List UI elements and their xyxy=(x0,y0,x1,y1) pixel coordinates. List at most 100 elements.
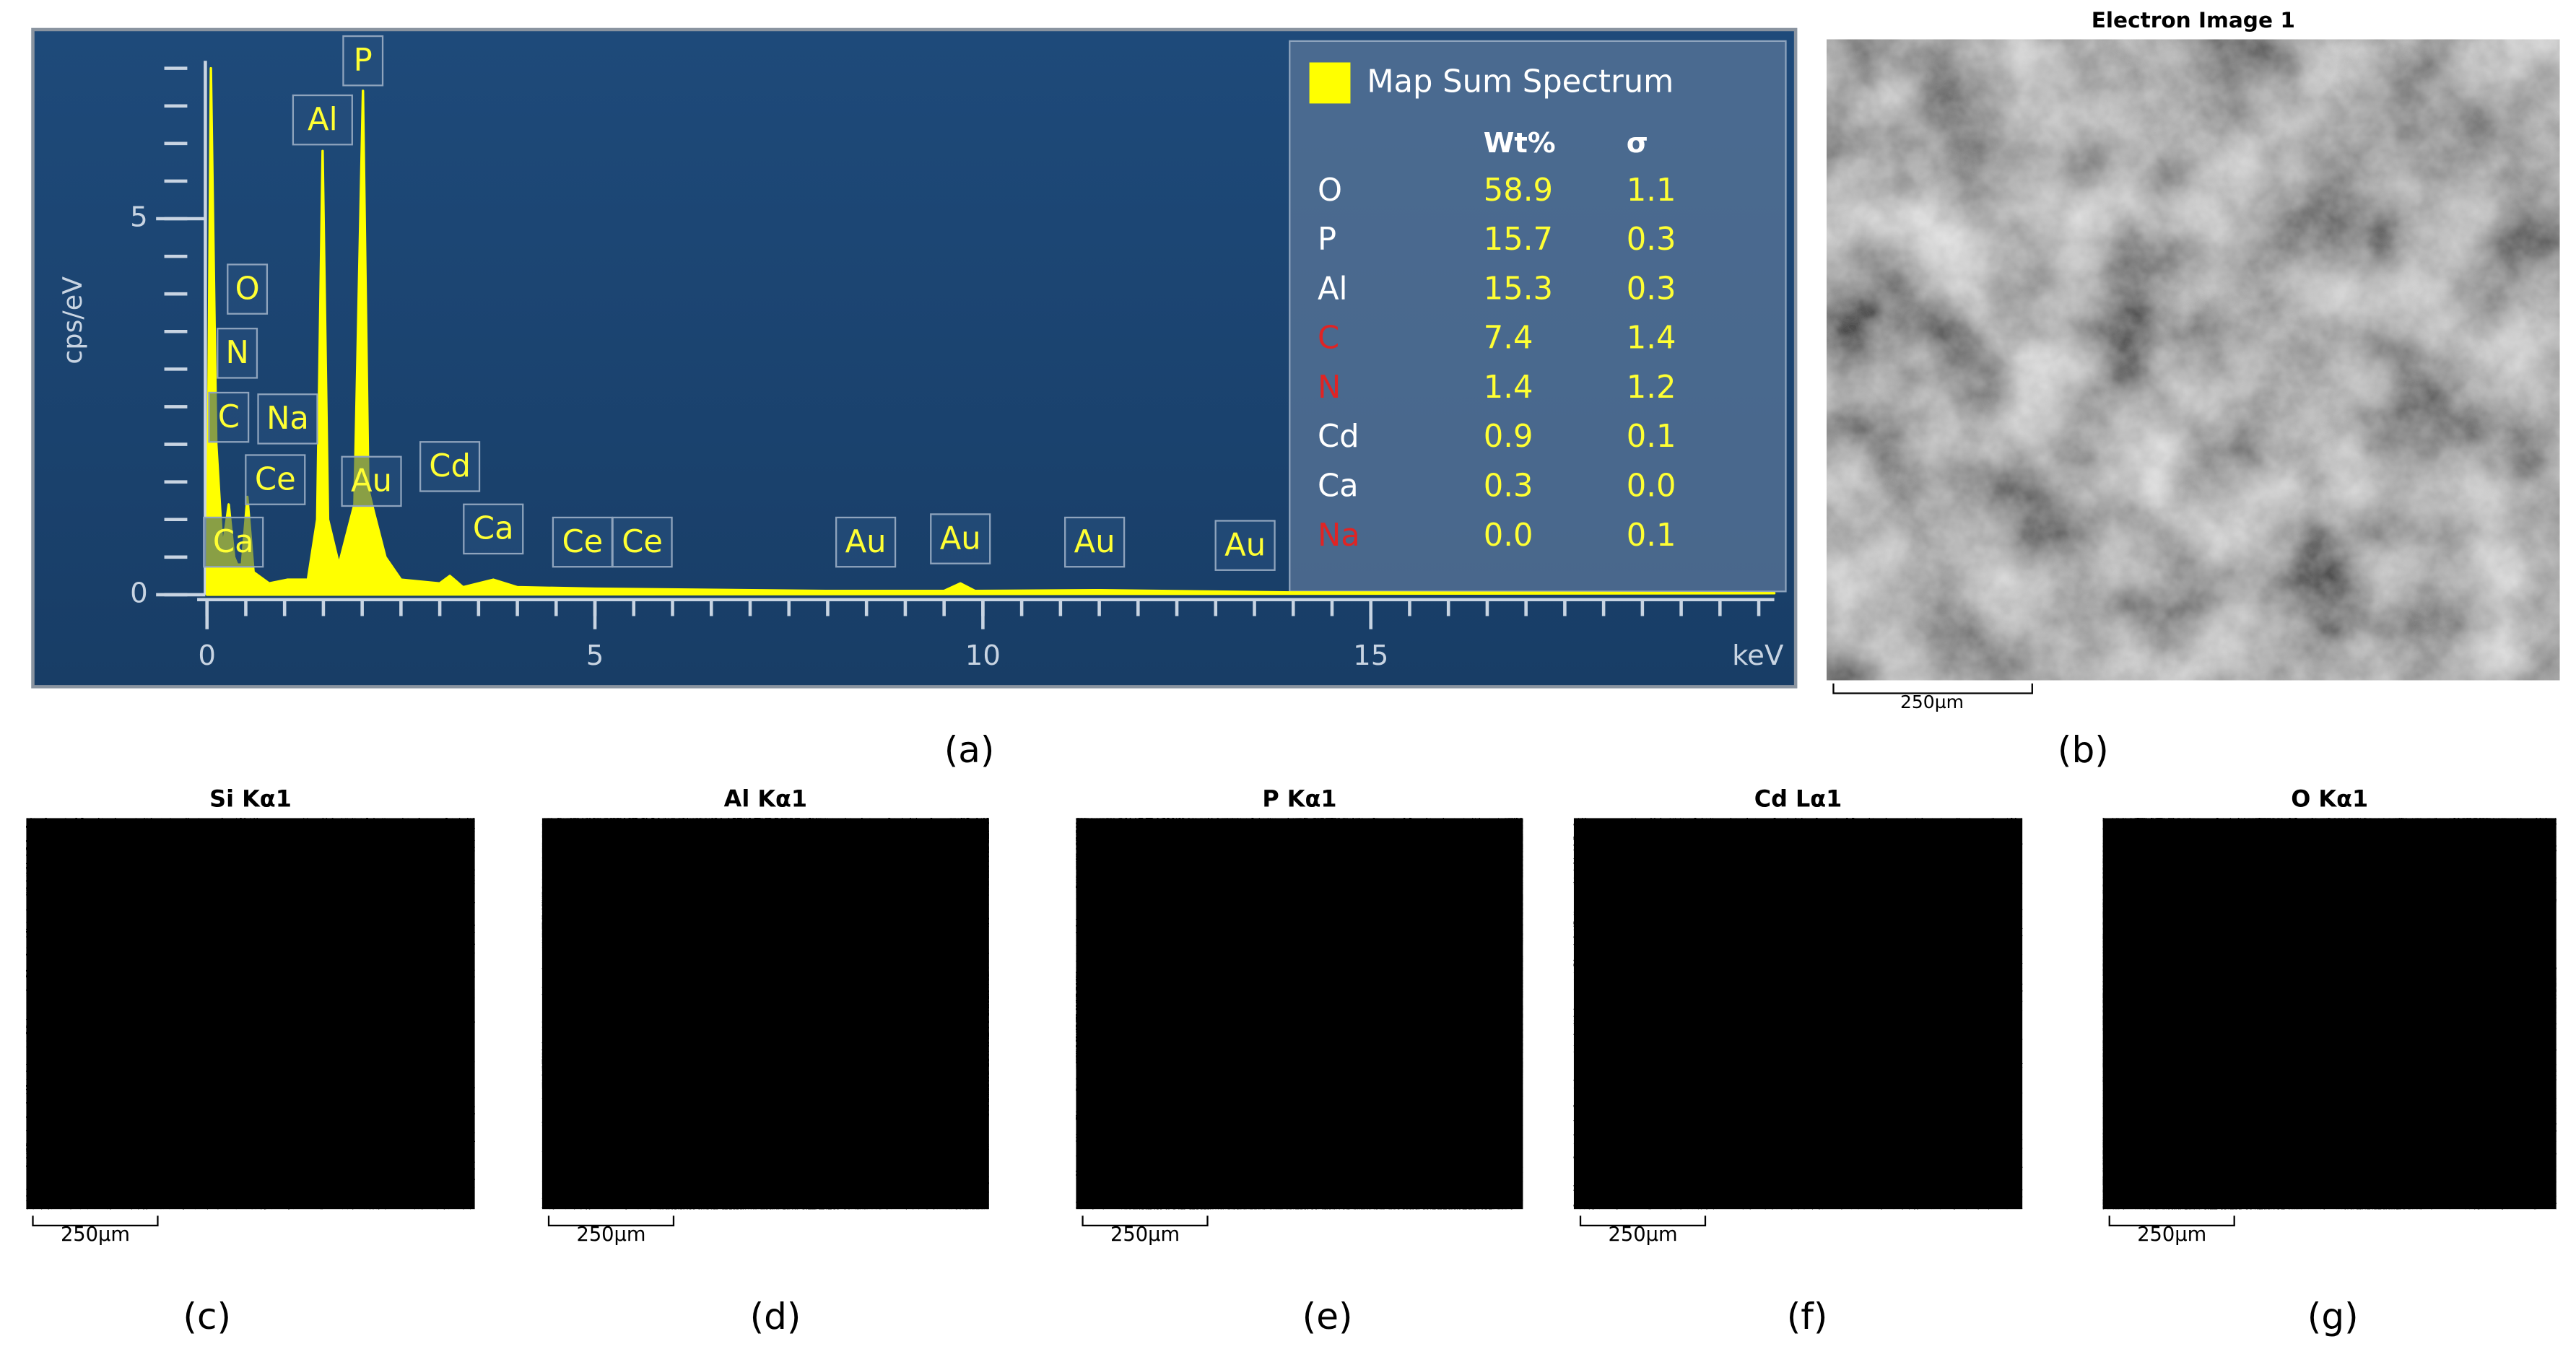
y-axis-label: cps/eV xyxy=(57,276,88,365)
peak-label-box xyxy=(552,516,613,568)
peak-label-box xyxy=(203,516,264,568)
panel-label: (g) xyxy=(2307,1296,2359,1338)
table-element: N xyxy=(1318,370,1341,406)
x-tick-label: 0 xyxy=(198,640,216,672)
peak-label-box xyxy=(208,391,250,443)
table-element: Al xyxy=(1318,271,1348,307)
legend-swatch xyxy=(1309,62,1351,104)
peak-label: O xyxy=(235,271,260,307)
table-sigma: 0.0 xyxy=(1627,468,1676,504)
panel-label: (a) xyxy=(944,729,995,771)
table-element: Na xyxy=(1318,518,1360,554)
peak-label: Ce xyxy=(622,524,663,560)
map-dense-dots xyxy=(541,818,989,1210)
scale-bar-label: 250µm xyxy=(1900,691,1964,712)
table-wt: 58.9 xyxy=(1484,173,1553,209)
scale-bar-label: 250µm xyxy=(576,1223,645,1246)
y-tick-label: 0 xyxy=(130,577,148,609)
peak-label: Au xyxy=(940,520,981,557)
peak-label-box xyxy=(217,328,258,379)
x-axis-label: keV xyxy=(1732,640,1784,672)
scale-bar-label: 250µm xyxy=(1110,1223,1180,1246)
x-tick-label: 10 xyxy=(965,640,1001,672)
map-title: P Kα1 xyxy=(1262,785,1336,812)
scale-bar xyxy=(547,1216,675,1227)
x-tick-label: 5 xyxy=(586,640,604,672)
peak-label: Cd xyxy=(429,448,471,484)
legend-label: Map Sum Spectrum xyxy=(1367,64,1674,100)
peak-label-box xyxy=(245,454,306,505)
peak-label-box xyxy=(1064,516,1126,568)
peak-label: Au xyxy=(1074,524,1115,560)
panel-label: (d) xyxy=(750,1296,801,1338)
panel-label: (e) xyxy=(1302,1296,1353,1338)
panel-label: (c) xyxy=(183,1296,231,1338)
peak-label: Al xyxy=(308,102,338,138)
table-wt: 1.4 xyxy=(1484,370,1533,406)
table-element: C xyxy=(1318,320,1339,357)
table-sigma: 0.1 xyxy=(1627,419,1676,455)
peak-label-box xyxy=(341,455,402,507)
peak-label: Ca xyxy=(213,524,254,560)
table-element: Ca xyxy=(1318,468,1359,504)
peak-label-box xyxy=(227,263,269,315)
peak-label: Ce xyxy=(255,461,296,497)
peak-label-box xyxy=(1214,520,1276,571)
panel-label: (b) xyxy=(2058,729,2109,771)
table-sigma: 0.1 xyxy=(1627,518,1676,554)
scale-bar xyxy=(2108,1216,2235,1227)
peak-label: C xyxy=(218,399,240,435)
table-wt: 15.7 xyxy=(1484,222,1553,258)
table-element: Cd xyxy=(1318,419,1359,455)
scale-bar xyxy=(1082,1216,1209,1227)
map-sparse-dots xyxy=(26,818,475,1210)
quant-table-panel xyxy=(1289,40,1787,593)
table-wt: 7.4 xyxy=(1484,320,1533,357)
peak-label: Au xyxy=(351,463,392,499)
electron-image xyxy=(1827,39,2560,681)
image-title: Electron Image 1 xyxy=(2092,8,2295,32)
peak-label-box xyxy=(257,393,318,445)
peak-label-box xyxy=(463,503,524,555)
scale-bar-label: 250µm xyxy=(61,1223,130,1246)
map-title: Al Kα1 xyxy=(724,785,807,812)
scale-bar xyxy=(1579,1216,1707,1227)
table-wt: 0.9 xyxy=(1484,419,1533,455)
peak-label-box xyxy=(342,35,384,87)
map-title: Si Kα1 xyxy=(209,785,292,812)
y-tick-label: 5 xyxy=(130,201,148,233)
map-title: O Kα1 xyxy=(2291,785,2368,812)
table-wt: 0.3 xyxy=(1484,468,1533,504)
table-element: P xyxy=(1318,222,1336,258)
peak-label-box xyxy=(419,441,481,492)
table-sigma: 1.1 xyxy=(1627,173,1676,209)
panel-label: (f) xyxy=(1787,1296,1828,1338)
table-element: O xyxy=(1318,173,1342,209)
map-dense-dots xyxy=(1076,818,1523,1210)
scale-bar-label: 250µm xyxy=(1608,1223,1677,1246)
table-sigma: 0.3 xyxy=(1627,222,1676,258)
table-sigma: 1.4 xyxy=(1627,320,1676,357)
table-sigma: 0.3 xyxy=(1627,271,1676,307)
peak-label-box xyxy=(292,94,353,146)
x-tick-label: 15 xyxy=(1353,640,1388,672)
table-wt: 15.3 xyxy=(1484,271,1553,307)
map-dense-dots xyxy=(2102,818,2557,1210)
map-sparse-dots xyxy=(1573,818,2023,1210)
scale-bar xyxy=(1832,683,2033,694)
map-title: Cd Lα1 xyxy=(1754,785,1842,812)
peak-label: Ce xyxy=(562,524,603,560)
scale-bar xyxy=(32,1216,159,1227)
peak-label-box xyxy=(930,513,991,564)
peak-label: Ca xyxy=(473,511,514,547)
peak-label-box xyxy=(612,516,673,568)
peak-label-box xyxy=(835,516,897,568)
table-wt: 0.0 xyxy=(1484,518,1533,554)
peak-label: P xyxy=(354,43,373,79)
scale-bar-label: 250µm xyxy=(2137,1223,2206,1246)
table-sigma: 1.2 xyxy=(1627,370,1676,406)
table-header: Wt% xyxy=(1484,127,1556,160)
table-header: σ xyxy=(1627,127,1648,160)
